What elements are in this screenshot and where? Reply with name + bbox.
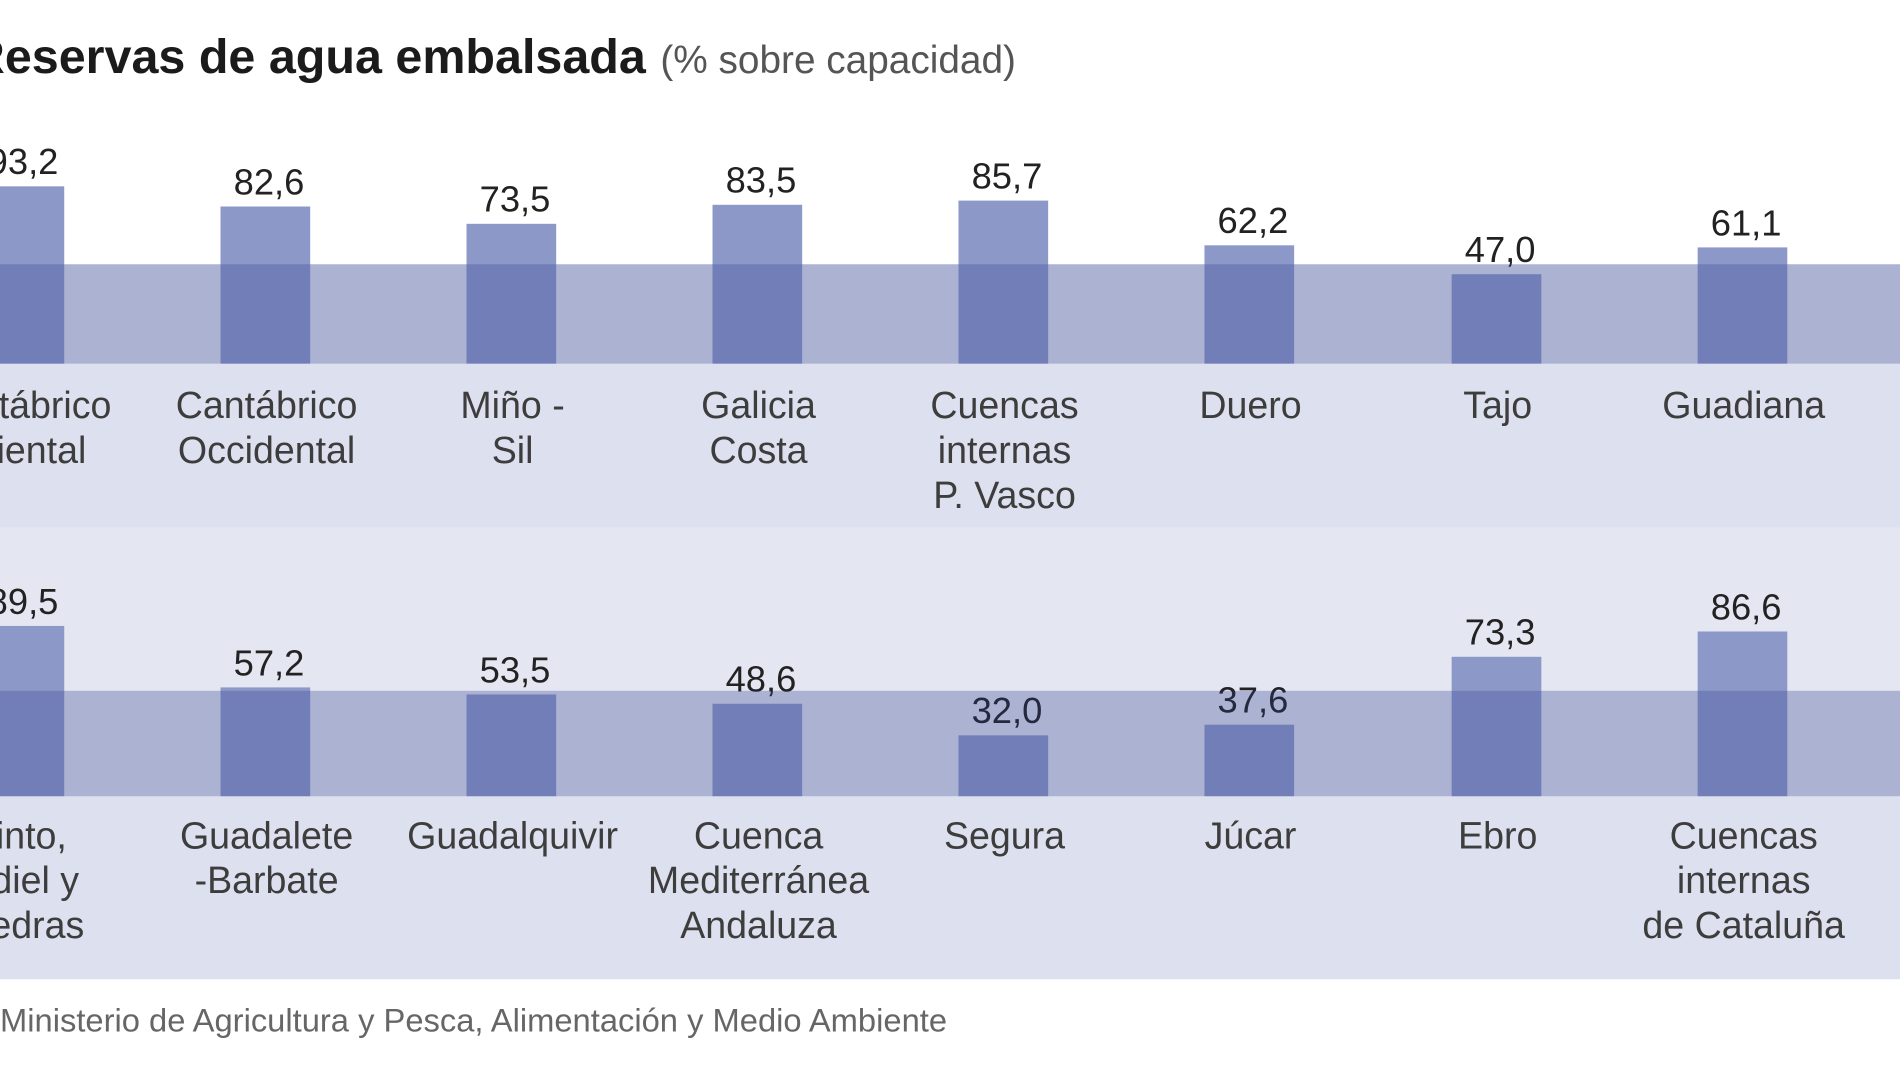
- category-line: Occidental: [178, 429, 355, 471]
- category-line: internas: [938, 429, 1072, 471]
- bar: [466, 223, 557, 364]
- category-line: Guadiana: [1662, 384, 1825, 426]
- value-label: 37,6: [1218, 680, 1289, 721]
- chart-subtitle: (% sobre capacidad): [660, 39, 1016, 82]
- bar: [712, 703, 803, 797]
- bar: [1204, 245, 1295, 364]
- category-label: Cuenca Mediterránea Andaluza: [648, 814, 869, 946]
- category-label: Guadiana: [1662, 384, 1825, 426]
- bar: [1451, 274, 1542, 364]
- category-label: Cuencas internas P. Vasco: [930, 384, 1078, 516]
- value-label: 93,2: [0, 141, 58, 182]
- bar: [712, 204, 803, 364]
- value-label: 89,5: [0, 581, 58, 622]
- category-line: Tajo: [1463, 384, 1532, 426]
- value-label: 61,1: [1711, 202, 1782, 243]
- chart-title: Reservas de agua embalsada: [0, 30, 647, 84]
- category-line: Andaluza: [680, 904, 837, 946]
- value-label: 85,7: [972, 155, 1043, 196]
- value-label: 32,0: [972, 690, 1043, 731]
- category-line: Piedras: [0, 904, 84, 946]
- category-label: Guadalete -Barbate: [180, 814, 353, 901]
- highlight-band: [0, 264, 1900, 364]
- bar: [220, 206, 311, 364]
- value-label: 73,5: [480, 179, 551, 220]
- category-line: Guadalquivir: [407, 814, 618, 856]
- value-label: 86,6: [1711, 586, 1782, 627]
- category-label: Duero: [1199, 384, 1301, 426]
- value-label: 73,3: [1465, 612, 1536, 653]
- category-label: Tajo: [1463, 384, 1532, 426]
- category-line: Oriental: [0, 429, 86, 471]
- category-line: internas: [1677, 859, 1811, 901]
- category-line: Odiel y: [0, 859, 79, 901]
- panel-background: [0, 527, 1900, 691]
- bar: [958, 200, 1049, 364]
- category-label: Miño -Sil: [460, 384, 564, 471]
- category-label: Ebro: [1458, 814, 1537, 856]
- category-label: Cantábrico Occidental: [176, 384, 358, 471]
- category-label: Júcar: [1205, 814, 1297, 856]
- value-label: 57,2: [234, 642, 305, 683]
- category-line: Duero: [1199, 384, 1301, 426]
- bar: [466, 694, 557, 797]
- category-line: Júcar: [1205, 814, 1297, 856]
- bar: [0, 625, 65, 797]
- value-label: 53,5: [480, 649, 551, 690]
- category-line: Mediterránea: [648, 859, 869, 901]
- source-note: Ministerio de Agricultura y Pesca, Alime…: [0, 1001, 947, 1038]
- bar: [220, 687, 311, 797]
- value-label: 83,5: [726, 160, 797, 201]
- bar: [1697, 631, 1788, 797]
- bar: [1451, 656, 1542, 797]
- category-line: Cuencas: [930, 384, 1078, 426]
- category-label: CantábricoOriental: [0, 384, 111, 471]
- bar: [958, 735, 1049, 797]
- highlight-band: [0, 690, 1900, 797]
- bar: [1697, 247, 1788, 364]
- value-label: 47,0: [1465, 229, 1536, 270]
- category-label: Segura: [944, 814, 1065, 856]
- value-label: 62,2: [1218, 200, 1289, 241]
- category-line: Galicia: [701, 384, 816, 426]
- category-line: Guadalete: [180, 814, 353, 856]
- category-label: Cuencas internas de Cataluña: [1642, 814, 1845, 946]
- category-line: P. Vasco: [933, 474, 1076, 516]
- category-line: -Barbate: [195, 859, 339, 901]
- category-label: Galicia Costa: [701, 384, 816, 471]
- category-line: Segura: [944, 814, 1065, 856]
- bar: [1204, 724, 1295, 797]
- value-label: 48,6: [726, 659, 797, 700]
- category-line: Cuenca: [694, 814, 824, 856]
- category-label: Guadalquivir: [407, 814, 618, 856]
- category-line: Cantábrico: [176, 384, 358, 426]
- value-label: 82,6: [234, 161, 305, 202]
- category-line: Ebro: [1458, 814, 1537, 856]
- category-line: Tinto,: [0, 814, 67, 856]
- category-line: Cuencas: [1670, 814, 1818, 856]
- bar: [0, 186, 65, 364]
- category-line: de Cataluña: [1642, 904, 1845, 946]
- category-line: Costa: [709, 429, 807, 471]
- category-line: Cantábrico: [0, 384, 111, 426]
- category-label: Tinto,Odiel yPiedras: [0, 814, 84, 946]
- category-line: Miño -: [460, 384, 564, 426]
- category-line: Sil: [492, 429, 534, 471]
